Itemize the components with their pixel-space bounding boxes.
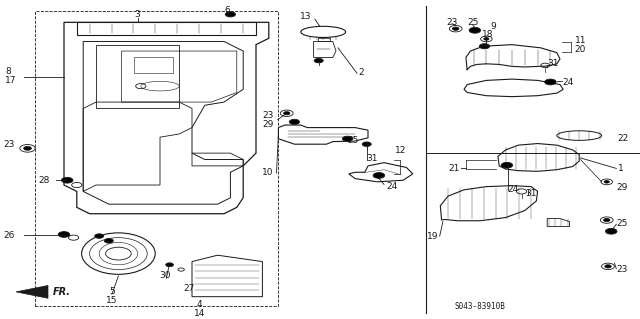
Text: S043-83910B: S043-83910B xyxy=(454,302,505,311)
Text: 2: 2 xyxy=(358,68,364,77)
Text: 25: 25 xyxy=(467,19,479,27)
Text: 6: 6 xyxy=(225,6,230,15)
Circle shape xyxy=(24,146,31,150)
Text: 23: 23 xyxy=(4,140,15,149)
Text: 3: 3 xyxy=(135,10,140,19)
Text: 31: 31 xyxy=(525,189,536,198)
Circle shape xyxy=(373,173,385,178)
Circle shape xyxy=(484,38,489,40)
Text: 29: 29 xyxy=(616,183,628,192)
Circle shape xyxy=(166,263,173,267)
Text: 25: 25 xyxy=(348,137,359,145)
Text: 25: 25 xyxy=(616,219,628,228)
Text: 23: 23 xyxy=(446,18,458,27)
Text: 11: 11 xyxy=(575,36,586,45)
Text: 30: 30 xyxy=(159,271,171,280)
Circle shape xyxy=(362,142,371,146)
Circle shape xyxy=(605,228,617,234)
Circle shape xyxy=(605,265,611,268)
Circle shape xyxy=(479,44,490,49)
Text: 28: 28 xyxy=(38,176,50,185)
Text: 23: 23 xyxy=(616,265,628,274)
Text: 8: 8 xyxy=(5,67,11,76)
Polygon shape xyxy=(16,286,48,298)
Text: 19: 19 xyxy=(427,232,438,241)
Text: 29: 29 xyxy=(262,120,274,129)
Text: 24: 24 xyxy=(508,185,519,194)
Circle shape xyxy=(95,234,104,238)
Circle shape xyxy=(225,12,236,17)
Text: 20: 20 xyxy=(575,45,586,54)
Text: 27: 27 xyxy=(183,284,195,293)
Circle shape xyxy=(545,79,556,85)
Circle shape xyxy=(104,239,113,243)
Circle shape xyxy=(61,177,73,183)
Circle shape xyxy=(501,162,513,168)
Circle shape xyxy=(469,27,481,33)
Circle shape xyxy=(604,219,610,222)
Text: 18: 18 xyxy=(482,30,493,39)
Text: 9: 9 xyxy=(490,22,496,31)
Text: 31: 31 xyxy=(547,59,559,68)
Circle shape xyxy=(289,119,300,124)
Text: 24: 24 xyxy=(386,182,397,191)
Text: 26: 26 xyxy=(3,231,15,240)
Text: 31: 31 xyxy=(367,154,378,163)
Text: 14: 14 xyxy=(194,309,205,318)
Circle shape xyxy=(342,136,353,141)
Text: 22: 22 xyxy=(618,134,629,143)
Text: 10: 10 xyxy=(262,168,273,177)
Text: FR.: FR. xyxy=(53,287,71,297)
Circle shape xyxy=(58,232,70,237)
Circle shape xyxy=(604,181,609,183)
Circle shape xyxy=(314,58,323,63)
Circle shape xyxy=(452,27,459,30)
Text: 5: 5 xyxy=(109,287,115,296)
Circle shape xyxy=(284,112,290,115)
Text: 17: 17 xyxy=(5,76,17,85)
Text: 15: 15 xyxy=(106,296,118,305)
Text: 1: 1 xyxy=(618,164,623,173)
Text: 23: 23 xyxy=(262,111,274,120)
Text: 4: 4 xyxy=(197,300,202,309)
Text: 24: 24 xyxy=(562,78,573,87)
Text: 12: 12 xyxy=(395,146,406,155)
Text: 13: 13 xyxy=(300,12,312,21)
Text: 21: 21 xyxy=(448,164,460,173)
